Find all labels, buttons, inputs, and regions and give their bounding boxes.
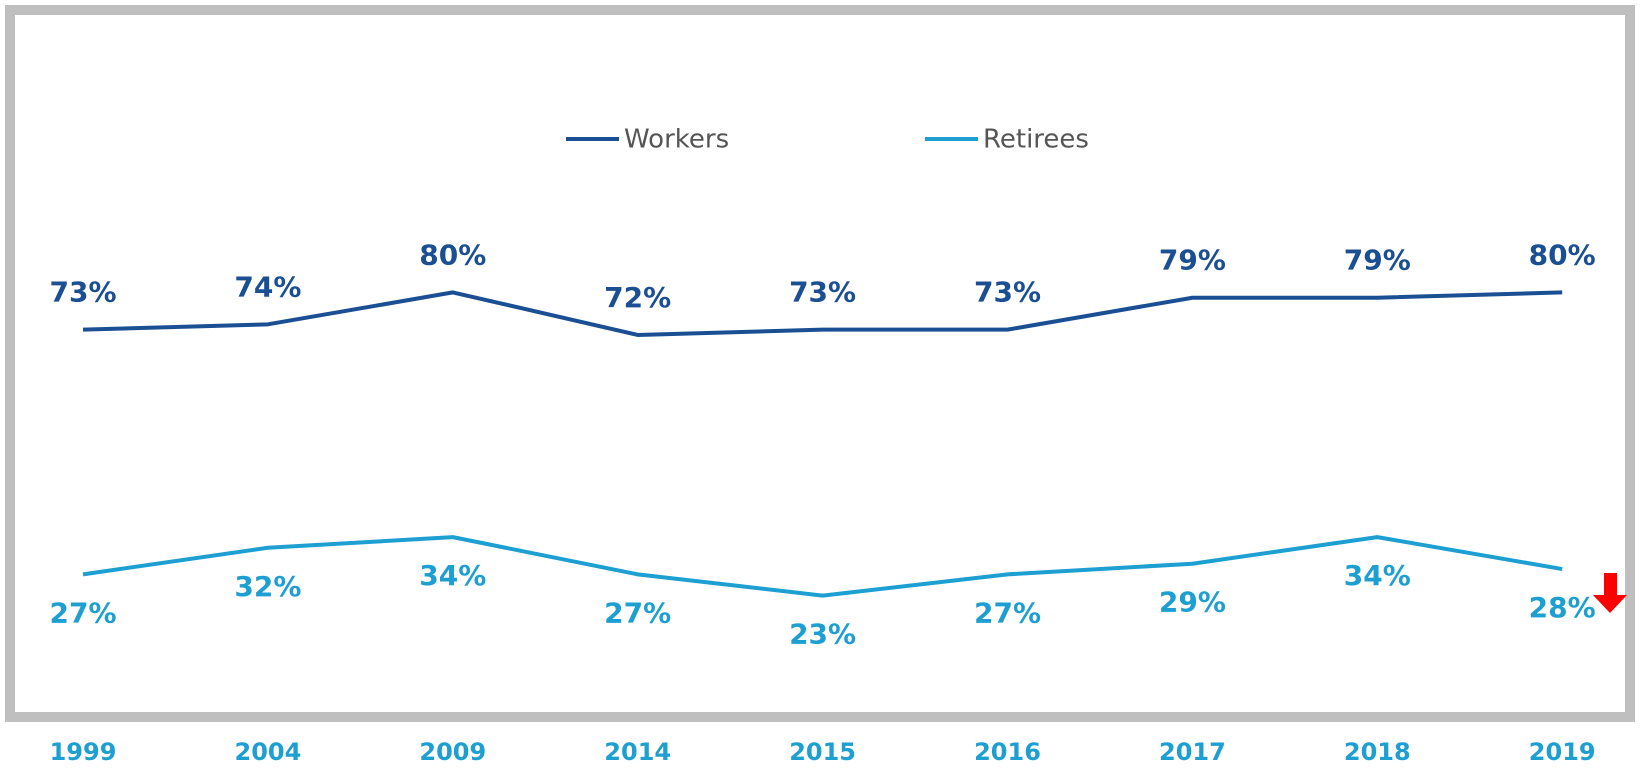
x-tick-label: 2018 xyxy=(1344,738,1411,766)
data-label: 34% xyxy=(1344,559,1411,592)
series-line xyxy=(82,535,1563,598)
data-label: 28% xyxy=(1529,591,1596,624)
data-label: 23% xyxy=(789,618,856,651)
data-label: 80% xyxy=(1529,238,1596,271)
data-label: 27% xyxy=(49,596,116,629)
x-tick-label: 2017 xyxy=(1159,738,1226,766)
data-label: 32% xyxy=(234,570,301,603)
x-tick-label: 2019 xyxy=(1529,738,1596,766)
data-label: 73% xyxy=(789,276,856,309)
data-label: 27% xyxy=(604,596,671,629)
data-label: 72% xyxy=(604,281,671,314)
down-arrow xyxy=(1593,573,1627,613)
data-label: 80% xyxy=(419,238,486,271)
legend-label: Workers xyxy=(624,125,729,155)
x-tick-label: 1999 xyxy=(50,738,117,766)
data-label: 79% xyxy=(1344,244,1411,277)
legend-label: Retirees xyxy=(983,125,1089,155)
data-label: 29% xyxy=(1159,586,1226,619)
series-line xyxy=(82,290,1563,337)
data-label: 34% xyxy=(419,559,486,592)
data-label: 73% xyxy=(49,276,116,309)
x-tick-label: 2014 xyxy=(604,738,671,766)
x-tick-label: 2015 xyxy=(789,738,856,766)
data-label: 73% xyxy=(974,276,1041,309)
x-tick-label: 2016 xyxy=(974,738,1041,766)
x-tick-label: 2009 xyxy=(419,738,486,766)
data-label: 74% xyxy=(234,270,301,303)
data-label: 27% xyxy=(974,596,1041,629)
data-label: 79% xyxy=(1159,244,1226,277)
x-tick-label: 2004 xyxy=(235,738,302,766)
frame xyxy=(5,5,1635,722)
